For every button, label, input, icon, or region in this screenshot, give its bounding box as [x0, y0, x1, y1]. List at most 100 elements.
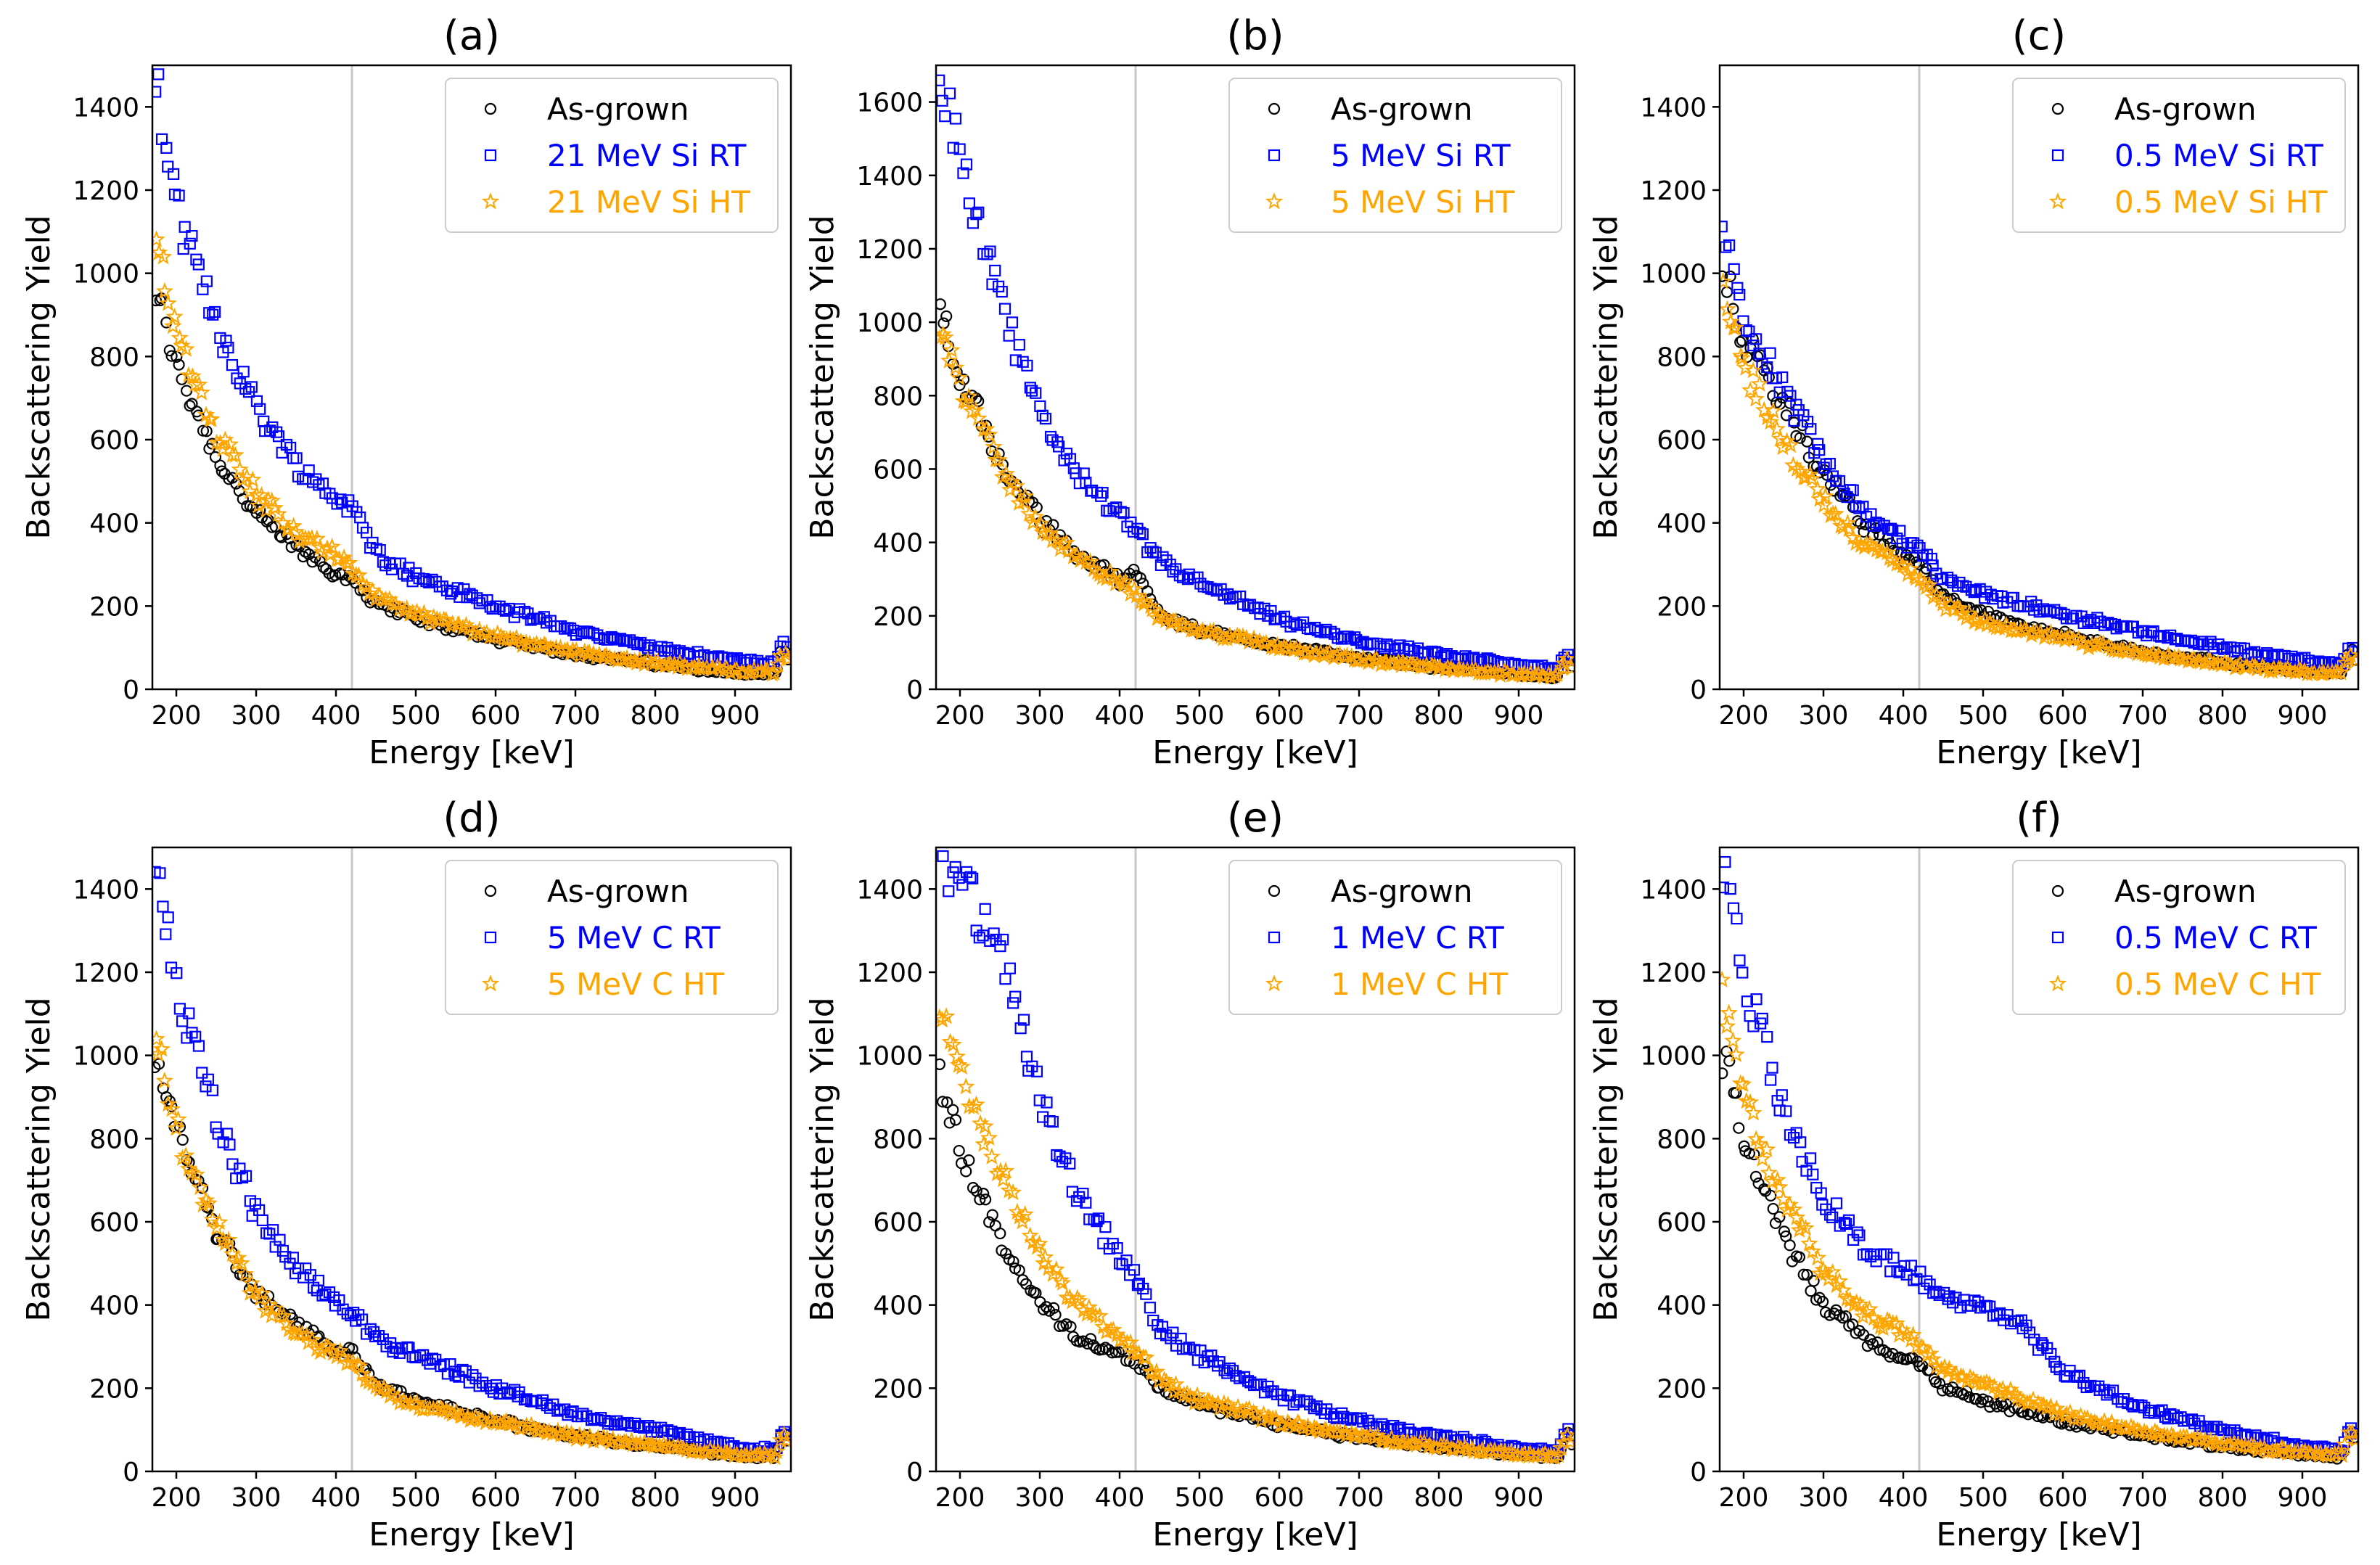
- ht-point: [1548, 665, 1567, 683]
- as-grown-point: [977, 1188, 990, 1200]
- ht-point: [1890, 1326, 1908, 1343]
- rt-point: [605, 630, 617, 644]
- ht-point: [481, 1410, 499, 1427]
- rt-point: [981, 248, 993, 260]
- ht-point: [1731, 1074, 1750, 1091]
- rt-point: [1877, 1248, 1890, 1260]
- legend-label: 5 MeV C HT: [547, 966, 724, 1002]
- rt-point: [2071, 1371, 2084, 1383]
- rt-point: [681, 1428, 693, 1441]
- series-star: [1720, 272, 2358, 682]
- ht-point: [1901, 559, 1920, 577]
- rt-point: [1908, 1274, 1920, 1286]
- y-tick-label: 800: [873, 1125, 923, 1154]
- ht-point: [751, 1445, 769, 1462]
- ht-point: [1389, 652, 1408, 670]
- ht-point: [1091, 1307, 1109, 1324]
- ht-point: [1016, 1205, 1034, 1223]
- rt-point: [1930, 1286, 1942, 1298]
- rt-point: [1275, 1388, 1287, 1401]
- ht-point: [956, 1077, 975, 1095]
- rt-point: [727, 653, 739, 665]
- ht-point: [1021, 1226, 1039, 1244]
- rt-point: [186, 230, 198, 242]
- rt-point: [192, 1040, 205, 1052]
- legend-label: 0.5 MeV Si RT: [2114, 138, 2323, 173]
- ht-point: [1111, 572, 1129, 589]
- rt-point: [964, 871, 977, 883]
- rt-point: [1733, 954, 1746, 966]
- ht-point: [1823, 1262, 1842, 1281]
- rt-point: [2144, 1404, 2157, 1417]
- ht-point: [1489, 662, 1508, 680]
- ht-point: [985, 438, 1003, 455]
- as-grown-point: [152, 295, 163, 307]
- ht-point: [1727, 1045, 1745, 1063]
- rt-point: [1020, 1051, 1033, 1063]
- ht-point: [1784, 1200, 1803, 1217]
- rt-point: [1058, 454, 1070, 467]
- rt-point: [1128, 525, 1140, 538]
- ht-point: [154, 247, 173, 265]
- rt-point: [1030, 1065, 1043, 1077]
- x-tick-label: 800: [2198, 701, 2248, 731]
- rt-point: [608, 1418, 621, 1431]
- panel-title: (b): [1226, 12, 1284, 59]
- ht-point: [990, 451, 1008, 468]
- y-tick-label: 1200: [1640, 176, 1707, 206]
- as-grown-point: [173, 358, 185, 371]
- rt-point: [1720, 221, 1728, 233]
- x-tick-label: 800: [1414, 701, 1464, 731]
- ht-point: [1770, 1178, 1789, 1195]
- ht-point: [2125, 641, 2144, 659]
- as-grown-point: [949, 1114, 962, 1126]
- rt-point: [487, 1386, 500, 1398]
- rt-point: [1167, 565, 1179, 578]
- ht-point: [1030, 1234, 1049, 1252]
- rt-point: [963, 197, 975, 210]
- rt-point: [341, 1307, 353, 1320]
- y-tick-label: 200: [873, 1374, 923, 1404]
- ht-point: [1865, 1308, 1883, 1326]
- as-grown-point: [1141, 585, 1154, 597]
- rt-point: [1033, 1094, 1046, 1106]
- as-grown-point: [1871, 1336, 1884, 1349]
- ht-point: [1154, 607, 1173, 625]
- rt-point: [249, 1198, 261, 1210]
- x-tick-label: 800: [631, 701, 681, 731]
- rt-point: [335, 493, 347, 506]
- rt-point: [1784, 1129, 1797, 1141]
- rt-point: [953, 871, 965, 884]
- ht-point: [575, 1427, 594, 1445]
- rt-point: [1957, 580, 1969, 592]
- rt-point: [1077, 1187, 1089, 1200]
- rt-point: [1764, 347, 1776, 359]
- ht-point: [1157, 1372, 1175, 1389]
- rt-point: [994, 940, 1006, 953]
- as-grown-point: [940, 310, 953, 322]
- rt-point: [1009, 990, 1022, 1003]
- ht-point: [202, 410, 221, 427]
- ht-point: [189, 375, 208, 393]
- rt-point: [406, 575, 419, 588]
- rt-point: [1070, 1195, 1083, 1207]
- as-grown-point: [241, 500, 253, 512]
- ht-point: [1417, 655, 1436, 673]
- as-grown-point: [163, 344, 176, 357]
- legend-label: 0.5 MeV C RT: [2114, 920, 2317, 956]
- rt-point: [1727, 902, 1740, 914]
- ht-point: [1924, 1350, 1942, 1368]
- as-grown-point: [963, 1154, 975, 1167]
- rt-point: [254, 403, 266, 415]
- rt-point: [2050, 1360, 2062, 1373]
- ht-point: [418, 609, 436, 626]
- ht-point: [1125, 580, 1144, 597]
- ht-point: [1912, 1337, 1931, 1355]
- ht-point: [453, 1406, 472, 1424]
- rt-point: [1805, 423, 1817, 435]
- y-tick-label: 1200: [73, 176, 139, 206]
- rt-point: [1335, 633, 1348, 645]
- ht-point: [1142, 1363, 1160, 1380]
- rt-point: [990, 933, 1002, 946]
- ht-point: [263, 491, 282, 509]
